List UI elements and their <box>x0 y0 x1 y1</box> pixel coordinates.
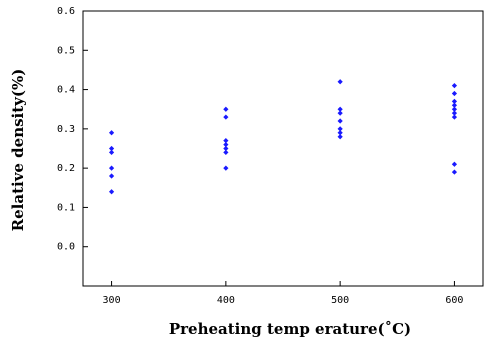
x-tick-label: 600 <box>445 295 463 306</box>
data-point <box>108 165 115 171</box>
data-point <box>451 102 458 108</box>
x-tick-label: 500 <box>331 295 349 306</box>
data-point <box>451 83 458 89</box>
y-tick-label: 0.4 <box>57 85 75 96</box>
data-point <box>451 106 458 112</box>
x-tick-label: 300 <box>103 295 121 306</box>
data-point <box>223 165 229 171</box>
data-point <box>223 141 229 148</box>
y-tick-label: 0.5 <box>57 45 75 56</box>
data-point <box>451 169 458 175</box>
data-point <box>223 138 229 144</box>
data-point <box>337 110 343 116</box>
x-tick-label: 400 <box>217 295 235 306</box>
data-point <box>337 79 343 85</box>
y-tick-label: 0.0 <box>57 242 75 253</box>
data-point <box>108 173 115 179</box>
data-point <box>337 126 343 132</box>
data-point <box>337 118 343 124</box>
data-point <box>223 114 229 120</box>
data-point <box>108 189 115 195</box>
y-tick-label: 0.1 <box>57 202 75 213</box>
x-axis-title: Preheating temp erature(˚C) <box>169 320 411 338</box>
data-point <box>451 98 458 104</box>
x-axis: 300 400 500 600 <box>103 281 463 306</box>
plot-frame <box>82 10 484 287</box>
y-tick-label: 0.2 <box>57 163 75 174</box>
data-point <box>337 106 343 112</box>
y-axis-title: Relative density(%) <box>9 69 27 232</box>
data-point <box>451 114 458 120</box>
y-tick-label: 0.3 <box>57 124 75 135</box>
data-point <box>108 149 115 156</box>
data-point <box>451 90 458 97</box>
data-point <box>108 145 115 152</box>
data-point <box>223 149 229 156</box>
data-points <box>108 79 458 195</box>
y-tick-label: 0.6 <box>57 6 75 17</box>
data-point <box>337 130 343 136</box>
data-point <box>451 161 458 167</box>
y-axis: 0.0 0.1 0.2 0.3 0.4 0.5 0.6 <box>57 6 88 253</box>
data-point <box>451 110 458 116</box>
data-point <box>223 106 229 112</box>
data-point <box>337 134 343 140</box>
data-point <box>223 145 229 152</box>
data-point <box>108 130 115 136</box>
